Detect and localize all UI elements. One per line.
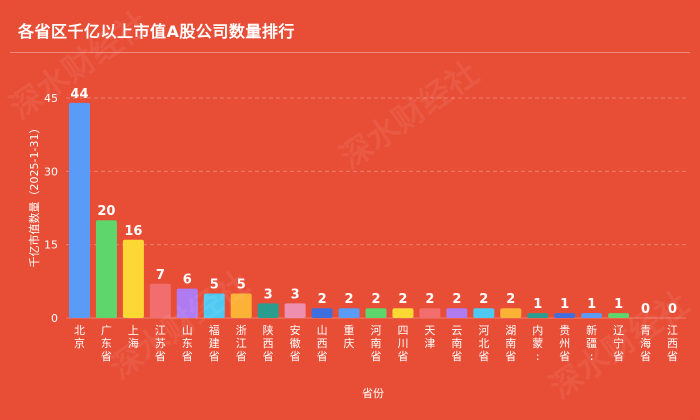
value-label: 2 [318, 292, 327, 307]
x-tick-label: 新疆: [586, 323, 597, 363]
y-axis-label: 千亿市值数量（2025-1-31） [27, 123, 41, 268]
value-label: 3 [291, 287, 300, 302]
value-label: 1 [533, 297, 542, 312]
value-label: 2 [371, 292, 380, 307]
bar [338, 308, 360, 318]
bar [176, 288, 198, 318]
value-label: 6 [183, 273, 192, 288]
value-label: 7 [156, 268, 165, 283]
bar [203, 293, 225, 318]
x-tick-label: 江西省 [667, 324, 678, 363]
value-label: 2 [345, 292, 354, 307]
x-tick-label: 山西省 [317, 324, 328, 363]
value-label: 0 [668, 302, 677, 317]
bar [365, 308, 387, 318]
x-tick-label: 河南省 [371, 324, 382, 363]
x-tick-label: 上海 [128, 324, 139, 350]
x-tick-layer: 北京 广东省 上海 江苏省 山东省 福建省 浙江省 陕西省 安徽省 山西省 重庆 河南省 四川省 天津云南… [74, 323, 678, 363]
bar [230, 293, 252, 318]
bar [446, 308, 468, 318]
value-label: 0 [641, 302, 650, 317]
bar [581, 313, 603, 318]
x-axis-label: 省份 [362, 387, 384, 400]
bar [419, 308, 441, 318]
chart-title: 各省区千亿以上市值A股公司数量排行 [18, 22, 295, 41]
value-label: 5 [210, 278, 219, 293]
bar [122, 239, 144, 318]
y-tick-label: 45 [44, 92, 58, 105]
x-tick-label: 内蒙: [532, 323, 543, 363]
value-label: 2 [425, 292, 434, 307]
x-tick-label: 北京 [74, 324, 85, 350]
value-label: 44 [70, 87, 88, 102]
y-tick-label: 30 [44, 165, 58, 178]
value-label-layer: 44 20 16 7 6 5 5 3 3 2 2 2 2 2 2 2 2 1 1 1 1 0 0 [70, 87, 677, 317]
x-tick-label: 重庆 [344, 323, 355, 350]
x-tick-label: 浙江省 [236, 324, 247, 363]
x-tick-label: 陕西省 [263, 323, 274, 363]
value-label: 2 [398, 292, 407, 307]
bar [392, 308, 414, 318]
x-tick-label: 广东省 [101, 324, 112, 363]
bar [284, 303, 306, 318]
x-tick-label: 河北省 [478, 324, 489, 363]
value-label: 20 [97, 204, 115, 219]
x-tick-label: 四川省 [397, 324, 408, 363]
bar [608, 313, 630, 318]
bar [149, 283, 171, 318]
x-tick-label: 湖南省 [505, 324, 516, 363]
bar [68, 102, 90, 318]
value-label: 16 [124, 224, 142, 239]
bar [527, 313, 549, 318]
bar [554, 313, 576, 318]
value-label: 1 [614, 297, 623, 312]
x-tick-label: 江苏省 [155, 324, 166, 363]
title-divider [10, 52, 690, 53]
bar [95, 220, 117, 318]
x-tick-label: 福建省 [209, 323, 220, 363]
value-label: 1 [560, 297, 569, 312]
x-tick-label: 青海省 [640, 324, 651, 363]
x-tick-label: 辽宁省 [613, 324, 624, 363]
y-tick-layer: 0 15 30 45 [44, 92, 58, 325]
bar [311, 308, 333, 318]
x-tick-label: 天津 [424, 324, 435, 350]
x-tick-label: 云南省 [451, 324, 462, 363]
x-tick-label: 贵州省 [559, 324, 570, 363]
bar [257, 303, 279, 318]
y-tick-label: 15 [44, 239, 58, 252]
value-label: 5 [237, 278, 246, 293]
value-label: 1 [587, 297, 596, 312]
value-label: 3 [264, 287, 273, 302]
value-label: 2 [479, 292, 488, 307]
bar-layer [68, 102, 630, 318]
x-tick-label: 安徽省 [290, 323, 301, 363]
x-tick-label: 山东省 [182, 324, 193, 363]
value-label: 2 [506, 292, 515, 307]
bar [500, 308, 522, 318]
bar [473, 308, 495, 318]
value-label: 2 [452, 292, 461, 307]
y-tick-label: 0 [51, 312, 58, 325]
